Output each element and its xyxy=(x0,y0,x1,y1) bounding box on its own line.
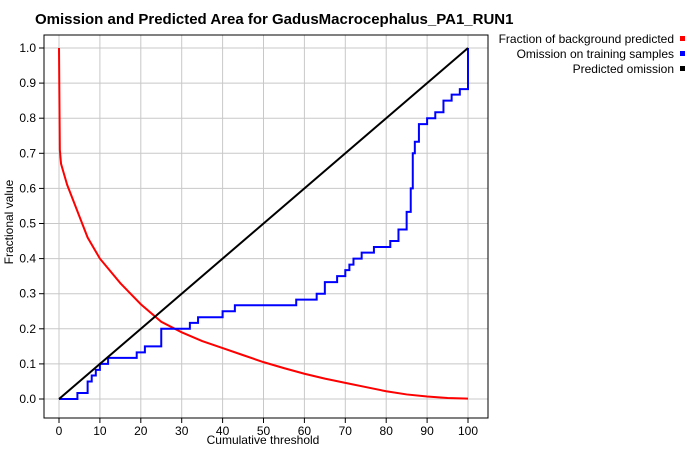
legend-swatch xyxy=(680,66,685,71)
x-axis-label: Cumulative threshold xyxy=(207,433,320,447)
x-tick-label: 90 xyxy=(420,424,434,438)
x-tick-label: 70 xyxy=(339,424,353,438)
plot-frame xyxy=(43,34,489,419)
background-fraction-line xyxy=(58,47,469,400)
x-tick-label: 50 xyxy=(257,424,271,438)
training-omission-line xyxy=(59,48,469,400)
x-tick-label: 60 xyxy=(298,424,312,438)
chart-title: Omission and Predicted Area for GadusMac… xyxy=(35,11,513,28)
x-tick-label: 80 xyxy=(380,424,394,438)
y-tick-label: 1.0 xyxy=(19,41,36,55)
legend-swatch xyxy=(680,51,685,56)
y-tick-label: 0.3 xyxy=(19,287,36,301)
y-tick-label: 0.4 xyxy=(19,252,36,266)
legend-label: Predicted omission xyxy=(573,62,674,76)
grid xyxy=(44,35,488,418)
y-tick-label: 0.7 xyxy=(19,146,36,160)
y-tick-label: 0.6 xyxy=(19,181,36,195)
x-tick-label: 10 xyxy=(93,424,107,438)
x-tick-label: 100 xyxy=(458,424,478,438)
x-tick-label: 0 xyxy=(56,424,63,438)
y-tick-label: 0.8 xyxy=(19,111,36,125)
y-tick-label: 0.0 xyxy=(19,392,36,406)
y-axis-label: Fractional value xyxy=(2,179,16,264)
predicted-omission-line xyxy=(58,47,469,400)
legend-label: Fraction of background predicted xyxy=(499,32,674,46)
plot-series xyxy=(58,47,469,400)
x-axis: 0 10 20 30 40 50 60 70 80 90 100 xyxy=(56,418,478,438)
y-tick-label: 0.1 xyxy=(19,357,36,371)
x-tick-label: 40 xyxy=(216,424,230,438)
x-tick-label: 20 xyxy=(134,424,148,438)
legend: Fraction of background predictedOmission… xyxy=(499,32,685,76)
legend-label: Omission on training samples xyxy=(517,47,674,61)
x-tick-label: 30 xyxy=(175,424,189,438)
y-tick-label: 0.5 xyxy=(19,217,36,231)
legend-swatch xyxy=(680,36,685,41)
y-tick-label: 0.9 xyxy=(19,76,36,90)
y-tick-label: 0.2 xyxy=(19,322,36,336)
y-axis: 0.0 0.1 0.2 0.3 0.4 0.5 0.6 0.7 0.8 0.9 1.0 xyxy=(19,41,44,406)
